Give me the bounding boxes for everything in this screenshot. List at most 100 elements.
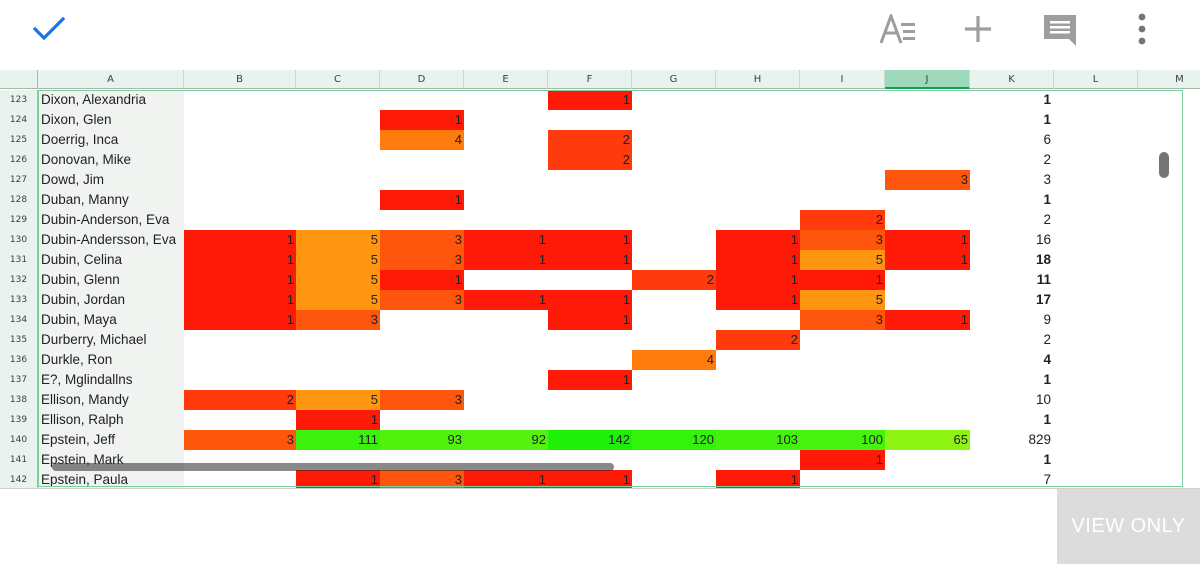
value-cell-c[interactable]: 111 — [296, 430, 380, 450]
total-cell[interactable]: 4 — [1043, 352, 1051, 367]
total-cell[interactable]: 1 — [1043, 412, 1051, 427]
name-cell[interactable]: Dixon, Glen — [38, 110, 184, 130]
total-cell[interactable]: 16 — [1035, 232, 1051, 247]
value-cell-f[interactable]: 1 — [548, 230, 632, 250]
total-cell[interactable]: 18 — [1035, 252, 1051, 267]
row-header[interactable]: 136 — [0, 350, 38, 370]
row-header[interactable]: 129 — [0, 210, 38, 230]
value-cell-f[interactable]: 2 — [548, 150, 632, 170]
total-cell[interactable]: 6 — [1043, 132, 1051, 147]
value-cell-j[interactable]: 65 — [885, 430, 970, 450]
value-cell-d[interactable]: 1 — [380, 190, 464, 210]
value-cell-c[interactable]: 5 — [296, 270, 380, 290]
name-cell[interactable]: E?, Mglindallns — [38, 370, 184, 390]
value-cell-i[interactable]: 1 — [800, 270, 885, 290]
value-cell-i[interactable]: 3 — [800, 230, 885, 250]
value-cell-e[interactable]: 1 — [464, 250, 548, 270]
row-header[interactable]: 140 — [0, 430, 38, 450]
value-cell-j[interactable]: 1 — [885, 230, 970, 250]
value-cell-h[interactable]: 1 — [716, 250, 800, 270]
value-cell-f[interactable]: 1 — [548, 310, 632, 330]
value-cell-d[interactable]: 3 — [380, 390, 464, 410]
column-header-f[interactable]: F — [548, 70, 632, 89]
value-cell-f[interactable]: 142 — [548, 430, 632, 450]
name-cell[interactable]: Durkle, Ron — [38, 350, 184, 370]
total-cell[interactable]: 10 — [1035, 392, 1051, 407]
name-cell[interactable]: Dowd, Jim — [38, 170, 184, 190]
name-cell[interactable]: Ellison, Ralph — [38, 410, 184, 430]
vertical-scrollbar[interactable] — [1159, 152, 1169, 178]
row-header[interactable]: 133 — [0, 290, 38, 310]
total-cell[interactable]: 2 — [1043, 212, 1051, 227]
total-cell[interactable]: 1 — [1043, 92, 1051, 107]
name-cell[interactable]: Durberry, Michael — [38, 330, 184, 350]
name-cell[interactable]: Epstein, Paula — [38, 470, 184, 488]
name-cell[interactable]: Donovan, Mike — [38, 150, 184, 170]
value-cell-e[interactable]: 92 — [464, 430, 548, 450]
column-header-d[interactable]: D — [380, 70, 464, 89]
total-cell[interactable]: 9 — [1043, 312, 1051, 327]
value-cell-i[interactable]: 1 — [800, 450, 885, 470]
total-cell[interactable]: 7 — [1043, 472, 1051, 487]
value-cell-f[interactable]: 1 — [548, 250, 632, 270]
value-cell-h[interactable]: 1 — [716, 230, 800, 250]
name-cell[interactable]: Dubin, Maya — [38, 310, 184, 330]
check-icon[interactable] — [33, 16, 65, 42]
row-header[interactable]: 134 — [0, 310, 38, 330]
value-cell-d[interactable]: 4 — [380, 130, 464, 150]
value-cell-j[interactable]: 3 — [885, 170, 970, 190]
value-cell-c[interactable]: 5 — [296, 290, 380, 310]
value-cell-d[interactable]: 3 — [380, 290, 464, 310]
value-cell-i[interactable]: 3 — [800, 310, 885, 330]
comment-icon[interactable] — [1042, 13, 1078, 47]
total-cell[interactable]: 1 — [1043, 452, 1051, 467]
value-cell-f[interactable]: 1 — [548, 90, 632, 110]
value-cell-d[interactable]: 3 — [380, 470, 464, 488]
value-cell-b[interactable]: 2 — [184, 390, 296, 410]
view-only-button[interactable]: VIEW ONLY — [1057, 489, 1200, 564]
value-cell-c[interactable]: 1 — [296, 410, 380, 430]
total-cell[interactable]: 11 — [1036, 272, 1051, 287]
row-header[interactable]: 137 — [0, 370, 38, 390]
value-cell-d[interactable]: 1 — [380, 270, 464, 290]
row-header[interactable]: 131 — [0, 250, 38, 270]
row-header[interactable]: 128 — [0, 190, 38, 210]
column-header-g[interactable]: G — [632, 70, 716, 89]
value-cell-c[interactable]: 5 — [296, 250, 380, 270]
value-cell-d[interactable]: 3 — [380, 250, 464, 270]
name-cell[interactable]: Doerrig, Inca — [38, 130, 184, 150]
row-header[interactable]: 142 — [0, 470, 38, 488]
value-cell-d[interactable]: 1 — [380, 110, 464, 130]
row-header[interactable]: 130 — [0, 230, 38, 250]
horizontal-scrollbar[interactable] — [52, 463, 614, 471]
value-cell-f[interactable]: 2 — [548, 130, 632, 150]
value-cell-g[interactable]: 2 — [632, 270, 716, 290]
total-cell[interactable]: 2 — [1043, 332, 1051, 347]
value-cell-h[interactable]: 2 — [716, 330, 800, 350]
column-header-h[interactable]: H — [716, 70, 800, 89]
value-cell-i[interactable]: 5 — [800, 290, 885, 310]
total-cell[interactable]: 1 — [1043, 372, 1051, 387]
row-header[interactable]: 138 — [0, 390, 38, 410]
column-header-m[interactable]: M — [1138, 70, 1200, 89]
value-cell-b[interactable]: 1 — [184, 310, 296, 330]
total-cell[interactable]: 829 — [1028, 432, 1051, 447]
value-cell-i[interactable]: 5 — [800, 250, 885, 270]
column-header-b[interactable]: B — [184, 70, 296, 89]
value-cell-j[interactable]: 1 — [885, 310, 970, 330]
value-cell-d[interactable]: 93 — [380, 430, 464, 450]
value-cell-c[interactable]: 1 — [296, 470, 380, 488]
total-cell[interactable]: 1 — [1043, 112, 1051, 127]
value-cell-g[interactable]: 120 — [632, 430, 716, 450]
value-cell-c[interactable]: 3 — [296, 310, 380, 330]
value-cell-b[interactable]: 1 — [184, 250, 296, 270]
row-header[interactable]: 141 — [0, 450, 38, 470]
value-cell-i[interactable]: 100 — [800, 430, 885, 450]
value-cell-b[interactable]: 1 — [184, 230, 296, 250]
row-header[interactable]: 126 — [0, 150, 38, 170]
column-header-j[interactable]: J — [885, 70, 970, 89]
total-cell[interactable]: 2 — [1043, 152, 1051, 167]
column-header-c[interactable]: C — [296, 70, 380, 89]
name-cell[interactable]: Duban, Manny — [38, 190, 184, 210]
value-cell-h[interactable]: 1 — [716, 270, 800, 290]
